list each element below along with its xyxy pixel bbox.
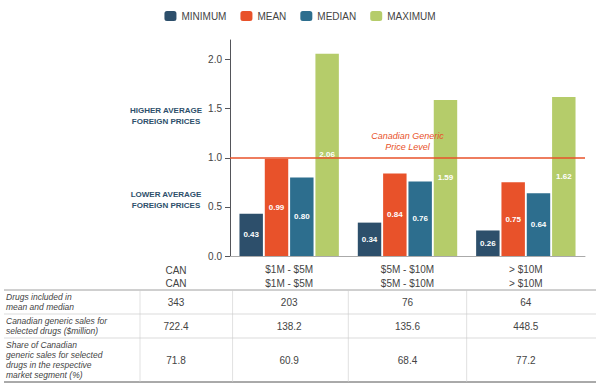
svg-text:0.75: 0.75 xyxy=(505,215,521,224)
svg-text:> $10M: > $10M xyxy=(509,278,543,289)
svg-text:203: 203 xyxy=(281,297,298,308)
svg-text:$5M - $10M: $5M - $10M xyxy=(381,278,434,289)
svg-text:LOWER AVERAGE: LOWER AVERAGE xyxy=(131,190,202,199)
svg-text:0.64: 0.64 xyxy=(531,220,547,229)
svg-text:60.9: 60.9 xyxy=(279,355,299,366)
svg-text:CAN: CAN xyxy=(165,278,186,289)
svg-text:market segment (%): market segment (%) xyxy=(6,370,83,380)
svg-text:> $10M: > $10M xyxy=(509,264,543,275)
svg-text:448.5: 448.5 xyxy=(513,321,538,332)
svg-text:FOREIGN PRICES: FOREIGN PRICES xyxy=(132,201,201,210)
svg-text:138.2: 138.2 xyxy=(277,321,302,332)
svg-text:$1M - $5M: $1M - $5M xyxy=(265,278,313,289)
svg-text:1.62: 1.62 xyxy=(556,172,572,181)
svg-text:selected drugs ($million): selected drugs ($million) xyxy=(6,326,98,336)
svg-text:FOREIGN PRICES: FOREIGN PRICES xyxy=(132,117,201,126)
svg-text:0.34: 0.34 xyxy=(362,235,378,244)
svg-text:mean and median: mean and median xyxy=(6,302,74,312)
svg-text:0.26: 0.26 xyxy=(480,239,496,248)
svg-text:0.5: 0.5 xyxy=(208,201,222,212)
svg-text:1.59: 1.59 xyxy=(438,173,454,182)
svg-text:76: 76 xyxy=(402,297,414,308)
svg-text:$5M - $10M: $5M - $10M xyxy=(381,264,434,275)
svg-text:MINIMUM: MINIMUM xyxy=(181,11,226,22)
svg-text:MEDIAN: MEDIAN xyxy=(317,11,356,22)
svg-text:343: 343 xyxy=(168,297,185,308)
svg-text:Canadian Generic: Canadian Generic xyxy=(371,131,444,141)
svg-text:Share of Canadian: Share of Canadian xyxy=(6,340,77,350)
svg-text:71.8: 71.8 xyxy=(166,355,186,366)
svg-text:MAXIMUM: MAXIMUM xyxy=(387,11,435,22)
svg-text:0.76: 0.76 xyxy=(412,214,428,223)
svg-text:0.0: 0.0 xyxy=(208,251,222,262)
svg-text:0.80: 0.80 xyxy=(294,212,310,221)
svg-text:2.0: 2.0 xyxy=(208,54,222,65)
svg-text:2.06: 2.06 xyxy=(319,150,335,160)
svg-text:0.84: 0.84 xyxy=(387,210,403,219)
svg-text:HIGHER AVERAGE: HIGHER AVERAGE xyxy=(130,106,203,115)
svg-text:0.99: 0.99 xyxy=(269,203,285,212)
svg-text:0.43: 0.43 xyxy=(243,230,259,239)
svg-text:$1M - $5M: $1M - $5M xyxy=(265,264,313,275)
svg-text:MEAN: MEAN xyxy=(257,11,286,22)
svg-text:64: 64 xyxy=(520,297,532,308)
svg-text:generic sales for selected: generic sales for selected xyxy=(6,350,103,360)
svg-text:1.5: 1.5 xyxy=(208,103,222,114)
svg-text:Canadian generic sales for: Canadian generic sales for xyxy=(6,316,108,326)
svg-text:drugs in the respective: drugs in the respective xyxy=(6,360,92,370)
svg-text:77.2: 77.2 xyxy=(516,355,536,366)
svg-text:1.0: 1.0 xyxy=(208,152,222,163)
svg-text:68.4: 68.4 xyxy=(398,355,418,366)
svg-text:722.4: 722.4 xyxy=(163,321,188,332)
svg-text:135.6: 135.6 xyxy=(395,321,420,332)
svg-text:Price Level: Price Level xyxy=(385,142,431,152)
svg-text:CAN: CAN xyxy=(165,265,186,276)
svg-text:Drugs included in: Drugs included in xyxy=(6,292,72,302)
